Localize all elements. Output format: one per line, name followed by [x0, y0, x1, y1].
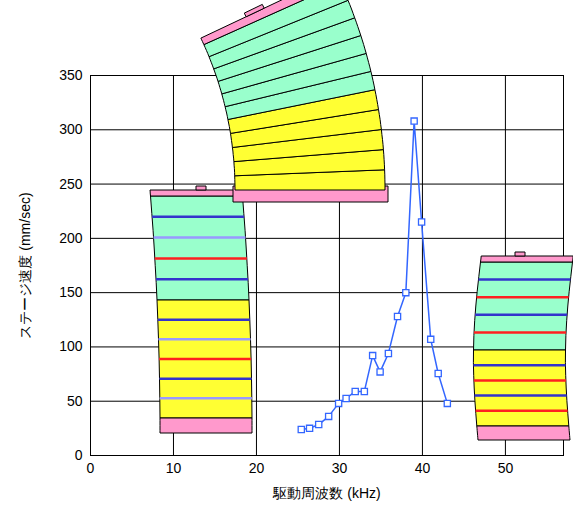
- svg-text:150: 150: [59, 284, 83, 300]
- svg-text:50: 50: [67, 393, 83, 409]
- svg-text:40: 40: [415, 460, 431, 476]
- svg-text:350: 350: [59, 67, 83, 83]
- svg-text:駆動周波数 (kHz): 駆動周波数 (kHz): [272, 485, 380, 501]
- svg-text:0: 0: [75, 447, 83, 463]
- svg-text:50: 50: [498, 460, 514, 476]
- svg-text:10: 10: [166, 460, 182, 476]
- svg-text:ステージ速度 (mm/sec): ステージ速度 (mm/sec): [17, 192, 33, 338]
- svg-text:0: 0: [87, 460, 95, 476]
- svg-text:250: 250: [59, 176, 83, 192]
- svg-text:20: 20: [249, 460, 265, 476]
- svg-text:30: 30: [332, 460, 348, 476]
- svg-text:200: 200: [59, 230, 83, 246]
- svg-text:300: 300: [59, 121, 83, 137]
- svg-text:100: 100: [59, 338, 83, 354]
